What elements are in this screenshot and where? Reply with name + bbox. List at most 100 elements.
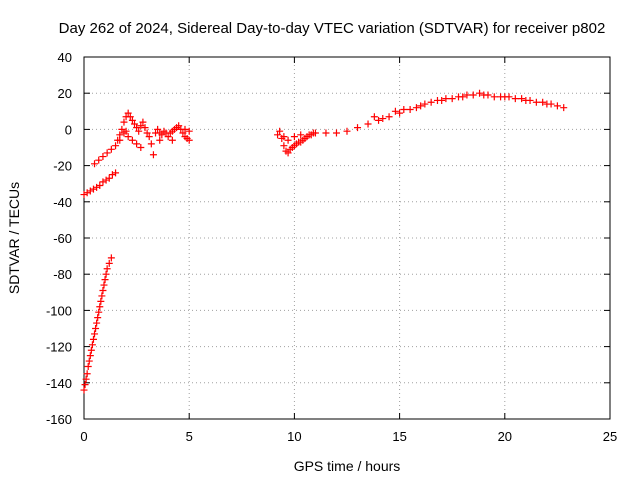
y-tick-label: 20	[58, 86, 72, 101]
data-point	[130, 120, 138, 128]
data-point	[343, 127, 351, 135]
data-point	[379, 115, 387, 123]
data-point	[112, 169, 120, 177]
data-point	[433, 96, 441, 104]
y-tick-label: -140	[46, 376, 72, 391]
data-point	[141, 124, 149, 132]
data-point	[103, 149, 111, 157]
data-point	[417, 102, 425, 110]
data-point	[396, 109, 404, 117]
data-point	[133, 140, 141, 148]
data-point	[553, 102, 561, 110]
axis-ticks: 0 5 10 15 20 25 -160 -140 -120 -100 -80 -60 -40 -20 0 2…	[46, 50, 617, 444]
data-point	[91, 160, 99, 168]
data-point	[427, 98, 435, 106]
data-point	[93, 183, 101, 191]
data-point	[97, 297, 105, 305]
data-point	[124, 133, 132, 141]
data-point	[139, 118, 147, 126]
data-point	[101, 276, 109, 284]
x-tick-label: 20	[498, 429, 512, 444]
plot-frame	[83, 56, 611, 420]
data-point	[185, 136, 193, 144]
data-point	[93, 319, 101, 327]
data-point	[126, 113, 134, 121]
data-point	[164, 133, 172, 141]
data-point	[116, 136, 124, 144]
data-point	[80, 191, 88, 199]
y-tick-label: -160	[46, 412, 72, 427]
data-point	[175, 122, 183, 130]
x-tick-label: 15	[392, 429, 406, 444]
x-tick-label: 5	[186, 429, 193, 444]
data-point	[412, 104, 420, 112]
data-points	[80, 89, 568, 394]
data-point	[80, 386, 88, 394]
data-point	[86, 352, 94, 360]
chart-title: Day 262 of 2024, Sidereal Day-to-day VTE…	[59, 20, 606, 37]
data-point	[83, 370, 91, 378]
data-point	[476, 89, 484, 97]
data-point	[103, 265, 111, 273]
data-point	[156, 136, 164, 144]
data-point	[137, 144, 145, 151]
data-point	[274, 131, 282, 139]
data-point	[463, 91, 471, 99]
data-point	[85, 357, 93, 365]
data-point	[89, 185, 97, 193]
data-point	[147, 140, 155, 148]
data-point	[364, 120, 372, 128]
y-tick-label: -120	[46, 340, 72, 355]
data-point	[280, 142, 288, 150]
data-point	[89, 335, 97, 343]
data-point	[94, 314, 102, 322]
data-point	[95, 308, 103, 316]
data-point	[107, 254, 115, 262]
data-point	[91, 330, 99, 338]
y-tick-label: -40	[53, 195, 72, 210]
data-point	[137, 122, 145, 130]
data-point	[354, 124, 362, 132]
data-point	[145, 133, 153, 141]
data-point	[84, 363, 92, 371]
data-point	[122, 127, 130, 135]
grid-lines	[84, 57, 610, 419]
data-point	[102, 176, 110, 184]
data-point	[107, 145, 115, 153]
data-point	[290, 133, 298, 141]
y-tick-label: 40	[58, 50, 72, 65]
data-point	[469, 91, 477, 99]
series-segment-3	[91, 109, 193, 168]
data-point	[96, 303, 104, 311]
x-tick-label: 0	[80, 429, 87, 444]
data-point	[518, 95, 526, 103]
data-point	[120, 118, 128, 126]
data-point	[490, 93, 498, 101]
data-point	[81, 381, 89, 389]
data-point	[96, 182, 104, 190]
data-point	[87, 346, 95, 354]
data-point	[128, 116, 136, 124]
data-point	[92, 325, 100, 332]
data-point	[370, 113, 378, 121]
data-point	[118, 125, 126, 133]
data-point	[108, 171, 116, 179]
data-point	[455, 93, 463, 101]
data-point	[98, 292, 106, 300]
data-point	[143, 129, 151, 137]
data-point	[539, 98, 547, 106]
data-point	[448, 95, 456, 103]
y-tick-label: 0	[65, 122, 72, 137]
data-point	[82, 375, 90, 383]
data-point	[406, 105, 414, 113]
data-point	[511, 95, 519, 103]
data-point	[547, 100, 555, 108]
data-point	[179, 129, 187, 137]
data-point	[181, 125, 189, 133]
data-point	[284, 136, 292, 144]
data-point	[128, 136, 136, 144]
data-point	[135, 127, 143, 135]
data-point	[99, 153, 107, 161]
data-point	[105, 259, 113, 267]
data-point	[276, 127, 284, 135]
